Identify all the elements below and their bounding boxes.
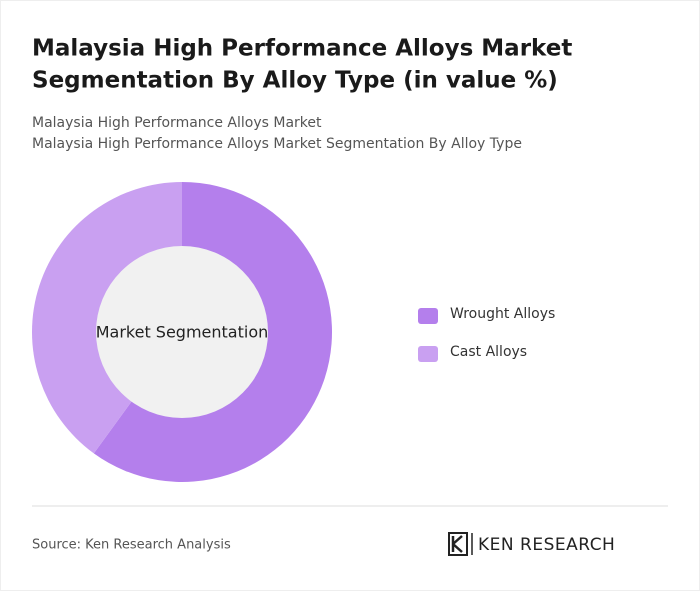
legend-label: Cast Alloys [450,344,527,360]
source: Source: Ken Research Analysis [32,538,231,553]
chart-subtitle: Malaysia High Performance Alloys Market … [32,136,522,152]
legend-label: Wrought Alloys [450,306,555,322]
legend: Wrought Alloys Cast Alloys [418,306,555,362]
logo-icon [448,532,473,556]
donut-hole [96,246,268,418]
chart-title: Segmentation By Alloy Type (in value %) [32,68,558,94]
legend-swatch [418,346,438,362]
chart-subtitle: Malaysia High Performance Alloys Market [32,115,322,131]
logo-text: KEN RESEARCH [478,535,615,555]
chart-title: Malaysia High Performance Alloys Market [32,36,572,62]
legend-swatch [418,308,438,324]
center-label: Market Segmentation [96,323,269,342]
